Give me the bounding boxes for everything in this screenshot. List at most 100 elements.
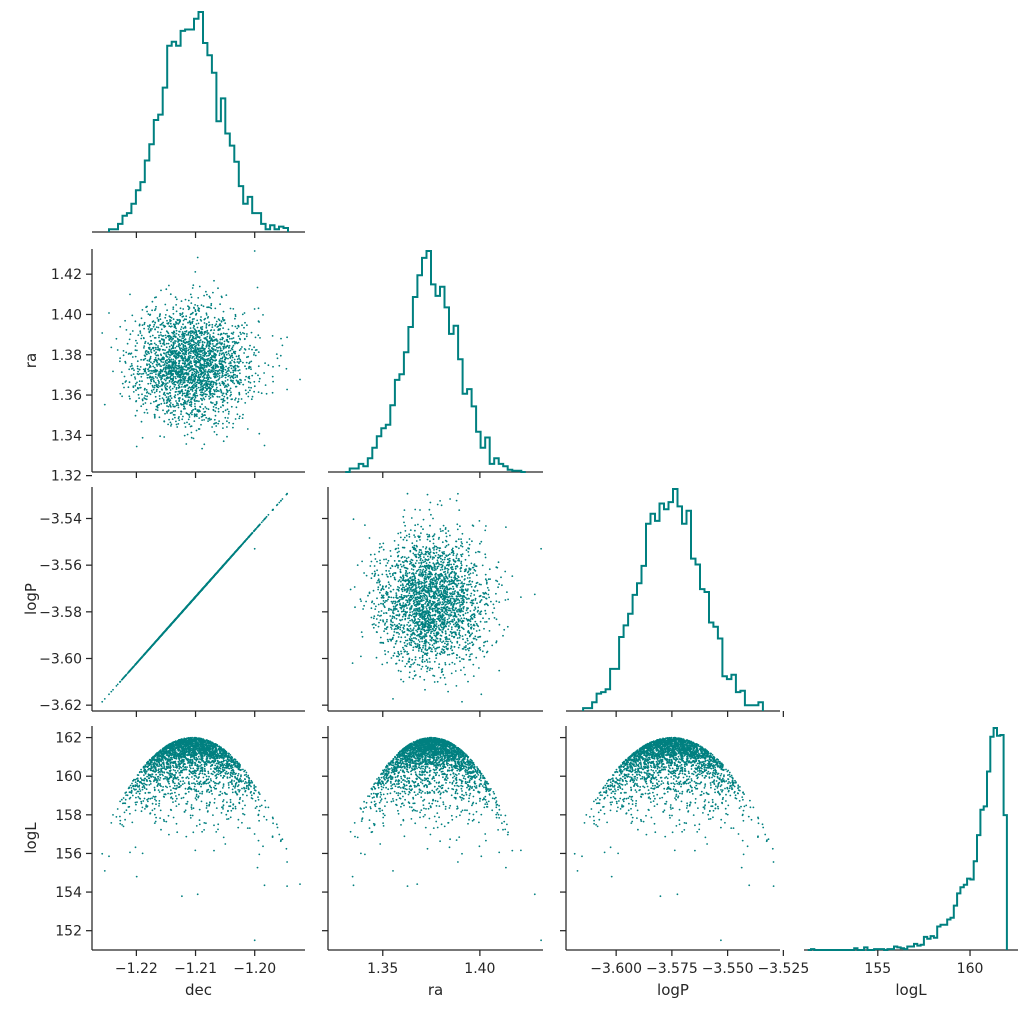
scatter-point	[146, 395, 149, 398]
scatter-point	[146, 359, 149, 362]
scatter-point	[279, 354, 282, 357]
scatter-point	[215, 402, 218, 405]
scatter-point	[194, 310, 197, 313]
scatter-point	[198, 310, 201, 312]
scatter-point	[131, 314, 134, 317]
scatter-point	[168, 350, 170, 352]
scatter-point	[189, 316, 191, 319]
scatter-point	[203, 359, 206, 362]
scatter-point	[161, 397, 164, 399]
scatter-point	[191, 388, 194, 391]
scatter-point	[175, 402, 178, 404]
scatter-point	[210, 355, 213, 357]
scatter-point	[165, 330, 168, 333]
scatter-point	[207, 316, 210, 318]
scatter-point	[135, 382, 137, 385]
scatter-point	[132, 386, 135, 389]
scatter-point	[174, 336, 177, 338]
scatter-point	[181, 393, 184, 395]
scatter-point	[179, 375, 182, 378]
scatter-point	[235, 355, 238, 358]
scatter-point	[227, 357, 229, 360]
scatter-point	[240, 381, 242, 384]
scatter-point	[145, 398, 148, 401]
scatter-point	[248, 375, 251, 378]
y-tick-label: −3.58	[39, 605, 82, 621]
scatter-point	[153, 400, 155, 403]
scatter-point	[193, 324, 195, 327]
scatter-point	[196, 319, 199, 322]
scatter-point	[157, 379, 160, 382]
scatter-point	[209, 335, 211, 338]
scatter-point	[188, 423, 191, 426]
scatter-point	[120, 678, 123, 681]
scatter-point	[243, 338, 246, 341]
scatter-point	[189, 393, 191, 395]
scatter-point	[237, 335, 240, 338]
scatter-point	[201, 341, 204, 343]
scatter-point	[150, 389, 153, 392]
scatter-point	[205, 355, 208, 357]
scatter-point	[214, 376, 217, 379]
scatter-point	[201, 358, 204, 360]
scatter-point	[171, 411, 173, 414]
scatter-point	[185, 318, 188, 321]
scatter-point	[169, 404, 172, 407]
scatter-point	[137, 393, 140, 396]
scatter-point	[153, 391, 156, 394]
scatter-point	[163, 341, 165, 343]
scatter-point	[237, 398, 240, 400]
scatter-point	[129, 293, 131, 296]
scatter-point	[231, 325, 234, 327]
scatter-point	[125, 351, 128, 354]
scatter-point	[145, 389, 148, 391]
scatter-point	[128, 395, 131, 398]
scatter-point	[184, 325, 187, 328]
scatter-point	[183, 434, 186, 437]
scatter-point	[195, 429, 198, 432]
scatter-point	[263, 372, 265, 374]
scatter-point	[245, 367, 248, 370]
scatter-point	[119, 360, 121, 363]
scatter-point	[157, 326, 160, 329]
scatter-point	[146, 353, 148, 356]
scatter-point	[206, 387, 209, 390]
scatter-point	[193, 332, 196, 335]
scatter-point	[196, 256, 199, 259]
scatter-point	[239, 372, 241, 375]
scatter-point	[253, 308, 256, 310]
scatter-point	[157, 346, 159, 349]
scatter-point	[165, 288, 168, 291]
scatter-point	[136, 349, 138, 352]
scatter-point	[235, 341, 238, 344]
scatter-point	[238, 415, 241, 418]
scatter-point	[167, 405, 170, 408]
scatter-point	[174, 366, 177, 369]
scatter-point	[151, 362, 154, 365]
scatter-point	[159, 385, 161, 388]
scatter-point	[203, 364, 206, 367]
scatter-point	[228, 421, 231, 424]
scatter-point	[195, 365, 198, 368]
scatter-point	[245, 375, 248, 378]
scatter-point	[229, 361, 232, 363]
scatter-point	[212, 385, 214, 387]
scatter-point	[110, 346, 113, 349]
scatter-point	[119, 392, 122, 395]
scatter-point	[159, 340, 161, 342]
scatter-point	[140, 334, 143, 337]
scatter-point	[116, 683, 119, 686]
scatter-point	[216, 375, 219, 378]
scatter-point	[211, 371, 214, 373]
scatter-point	[234, 418, 237, 420]
scatter-point	[110, 690, 113, 693]
scatter-point	[177, 340, 180, 343]
scatter-point	[156, 386, 159, 388]
scatter-point	[225, 365, 228, 368]
scatter-point	[254, 336, 257, 339]
scatter-point	[175, 420, 177, 423]
scatter-point	[189, 323, 192, 326]
scatter-point	[194, 396, 197, 399]
scatter-point	[103, 698, 106, 700]
scatter-point	[231, 352, 233, 355]
